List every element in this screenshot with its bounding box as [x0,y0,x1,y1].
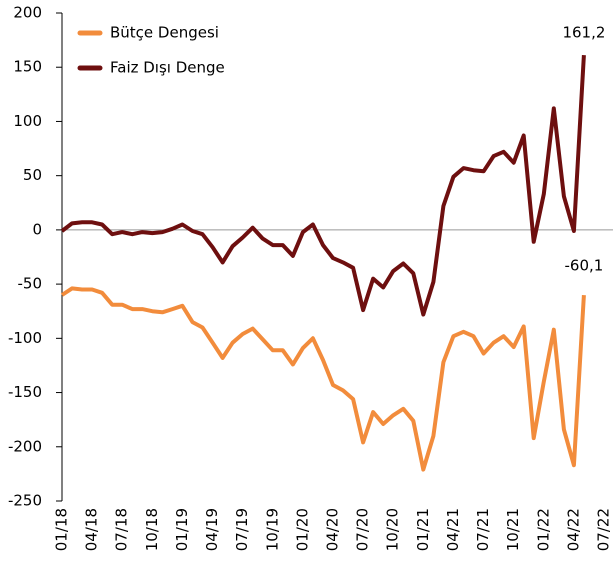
data-label: 161,2 [562,24,605,42]
legend-label: Bütçe Dengesi [110,24,219,42]
x-tick-label: 10/21 [504,508,522,551]
x-tick-label: 01/19 [173,508,191,551]
x-tick-label: 10/19 [263,508,281,551]
x-tick-label: 07/18 [113,508,131,551]
x-tick-label: 04/22 [564,508,582,551]
x-tick-label: 10/18 [143,508,161,551]
x-tick-label: 04/20 [324,508,342,551]
y-tick-label: -150 [8,383,42,401]
x-tick-label: 01/21 [414,508,432,551]
x-tick-label: 01/18 [53,508,71,551]
x-tick-label: 07/22 [595,508,613,551]
legend-label: Faiz Dışı Denge [110,59,225,77]
y-tick-label: 100 [13,112,42,130]
x-tick-label: 04/19 [203,508,221,551]
y-tick-label: 0 [32,220,42,238]
x-tick-label: 07/21 [474,508,492,551]
y-tick-label: -200 [8,437,42,455]
series-line [60,54,586,317]
x-tick-label: 07/20 [354,508,372,551]
x-tick-label: 01/20 [293,508,311,551]
y-tick-label: -50 [18,275,43,293]
y-tick-label: -100 [8,329,42,347]
y-tick-label: 50 [23,166,42,184]
x-tick-label: 04/21 [444,508,462,551]
y-tick-label: 150 [13,58,42,76]
y-tick-label: -250 [8,492,42,510]
x-tick-label: 04/18 [83,508,101,551]
data-label: -60,1 [565,257,604,275]
x-tick-label: 07/19 [233,508,251,551]
series-line [60,286,586,472]
x-tick-label: 01/22 [534,508,552,551]
x-tick-label: 10/20 [384,508,402,551]
y-tick-label: 200 [13,4,42,22]
